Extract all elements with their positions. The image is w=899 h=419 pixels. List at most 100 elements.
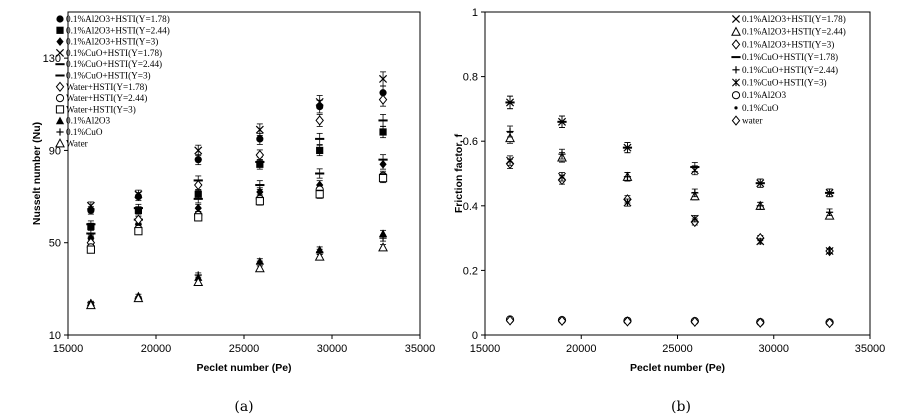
- data-point: [506, 156, 515, 165]
- data-point: [756, 202, 764, 210]
- y-tick-label: 10: [49, 330, 61, 342]
- y-tick-label: 0.6: [463, 136, 478, 148]
- legend-item: 0.1%Al2O3: [731, 90, 787, 100]
- data-point: [558, 172, 566, 181]
- subfigure-label: (a): [234, 399, 253, 415]
- data-point: [505, 315, 515, 326]
- series-2: [87, 158, 387, 243]
- legend-label: 0.1%CuO+HSTI(Y=1.78): [742, 52, 838, 62]
- legend-label: 0.1%Al2O3+HSTI(Y=1.78): [742, 14, 846, 24]
- legend-item: 0.1%Al2O3+HSTI(Y=2.44): [56, 25, 170, 35]
- data-point: [133, 292, 144, 303]
- data-point: [255, 125, 264, 134]
- data-point: [623, 198, 632, 207]
- legend-item: Water+HSTI(Y=3): [55, 104, 136, 114]
- y-tick-label: 0.2: [463, 265, 478, 277]
- data-point: [134, 190, 143, 199]
- legend-label: 0.1%CuO+HSTI(Y=3): [742, 78, 827, 88]
- data-point: [378, 94, 388, 105]
- data-point: [134, 227, 143, 236]
- data-point: [85, 299, 96, 310]
- y-tick-label: 50: [49, 238, 61, 250]
- legend-label: 0.1%CuO+HSTI(Y=2.44): [66, 59, 162, 69]
- legend: 0.1%Al2O3+HSTI(Y=1.78)0.1%Al2O3+HSTI(Y=2…: [55, 14, 170, 148]
- series-9: [86, 229, 388, 307]
- series-5: [86, 154, 388, 238]
- legend-item: 0.1%CuO+HSTI(Y=1.78): [731, 52, 838, 62]
- series-2: [505, 158, 834, 257]
- series-3: [86, 71, 388, 211]
- data-point: [254, 262, 265, 273]
- y-tick-label: 0.8: [463, 72, 478, 84]
- legend-item: Water+HSTI(Y=2.44): [55, 93, 147, 103]
- data-point: [193, 179, 203, 191]
- series-1: [87, 125, 387, 231]
- data-point: [255, 197, 264, 206]
- legend-marker: [56, 26, 64, 34]
- data-point: [623, 173, 632, 181]
- legend-marker: [732, 66, 740, 74]
- legend-label: 0.1%Al2O3: [66, 116, 111, 126]
- x-tick-label: 30000: [317, 343, 348, 355]
- x-axis-label: Peclet number (Pe): [630, 362, 725, 374]
- legend-marker: [55, 138, 65, 148]
- legend-label: Water+HSTI(Y=1.78): [66, 82, 147, 92]
- data-point: [756, 237, 765, 246]
- x-axis-label: Peclet number (Pe): [196, 362, 291, 374]
- series-3: [505, 95, 835, 198]
- data-point: [315, 115, 324, 126]
- data-point: [379, 234, 387, 242]
- legend-label: 0.1%CuO+HSTI(Y=2.44): [742, 65, 838, 75]
- data-point: [379, 74, 388, 83]
- data-point: [86, 201, 95, 210]
- data-point: [505, 132, 515, 143]
- legend-item: 0.1%CuO: [734, 103, 779, 113]
- data-point: [193, 276, 204, 287]
- legend-label: 0.1%Al2O3+HSTI(Y=3): [742, 39, 834, 49]
- data-point: [315, 190, 324, 199]
- legend-marker: [731, 14, 741, 24]
- legend-item: 0.1%CuO+HSTI(Y=2.44): [732, 65, 838, 75]
- series-7: [86, 170, 388, 252]
- chart-panel-a: 15000 20000 25000 30000 35000 10 50 90 130 Peclet…: [31, 11, 436, 415]
- legend-marker: [731, 91, 741, 100]
- legend-marker: [55, 94, 65, 103]
- y-tick-label: 0: [472, 330, 478, 342]
- legend-label: 0.1%Al2O3+HSTI(Y=1.78): [66, 14, 170, 24]
- data-point: [379, 128, 387, 136]
- y-axis-label: Nusselt number (Nu): [31, 122, 43, 225]
- data-point: [134, 214, 143, 225]
- y-tick-label: 130: [43, 53, 61, 65]
- y-tick-label: 1: [472, 7, 478, 19]
- data-point: [194, 213, 203, 222]
- series-11: [85, 242, 388, 310]
- legend-label: 0.1%CuO: [742, 103, 779, 113]
- legend-item: Water+HSTI(Y=1.78): [55, 81, 147, 92]
- legend-marker: [55, 105, 65, 114]
- data-point: [690, 316, 700, 327]
- data-point: [194, 203, 202, 213]
- series-4: [506, 125, 834, 216]
- legend-marker: [732, 78, 740, 87]
- legend-item: 0.1%Al2O3+HSTI(Y=1.78): [731, 14, 846, 24]
- legend-label: Water: [66, 138, 88, 148]
- subfigure-label: (b): [671, 399, 691, 415]
- series-6: [86, 92, 388, 248]
- legend-marker: [56, 37, 64, 46]
- data-point: [378, 242, 388, 252]
- data-point: [314, 251, 325, 261]
- data-point: [255, 149, 265, 161]
- legend-marker: [55, 116, 65, 125]
- legend-marker: [734, 106, 738, 110]
- data-point: [194, 190, 202, 198]
- legend-item: 0.1%Al2O3+HSTI(Y=2.44): [731, 26, 846, 37]
- legend-item: 0.1%Al2O3+HSTI(Y=1.78): [56, 14, 170, 24]
- legend-label: 0.1%Al2O3+HSTI(Y=2.44): [66, 25, 170, 35]
- legend-marker: [55, 48, 65, 57]
- x-tick-label: 35000: [405, 343, 436, 355]
- data-point: [558, 150, 566, 158]
- legend-label: 0.1%CuO+HSTI(Y=3): [66, 71, 151, 81]
- legend-item: water: [731, 115, 762, 126]
- x-tick-label: 15000: [470, 343, 501, 355]
